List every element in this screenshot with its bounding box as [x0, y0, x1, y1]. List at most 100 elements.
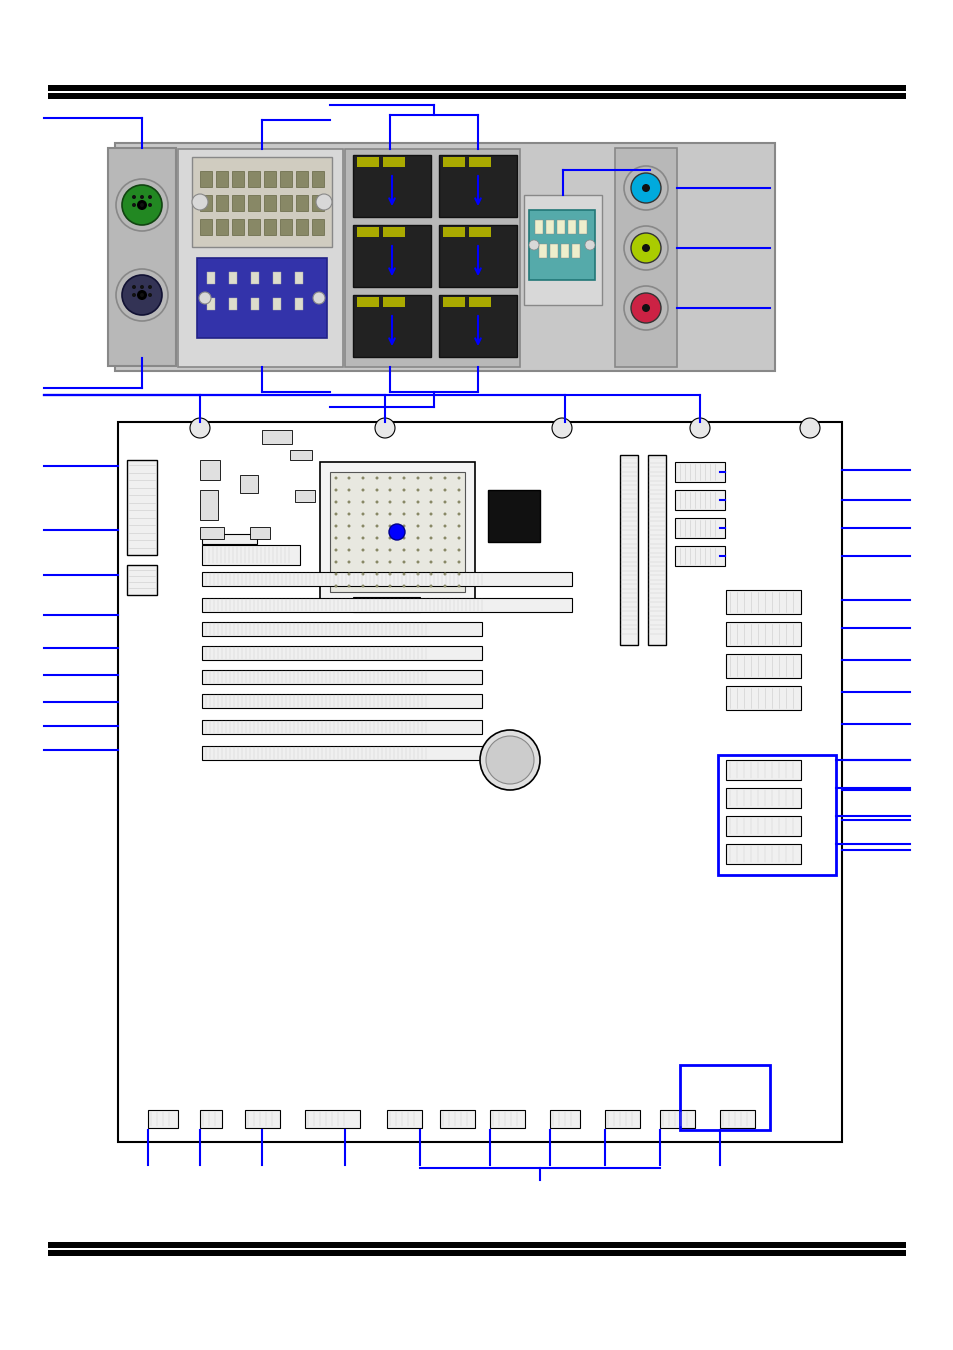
Circle shape: [389, 524, 405, 540]
Bar: [280, 194, 292, 211]
Circle shape: [457, 560, 460, 563]
Circle shape: [416, 585, 419, 587]
Bar: [353, 155, 431, 217]
Bar: [200, 194, 212, 211]
Circle shape: [479, 730, 539, 790]
Circle shape: [335, 525, 337, 528]
Bar: [48, 1250, 905, 1256]
Bar: [550, 1110, 579, 1129]
Circle shape: [457, 489, 460, 491]
Circle shape: [347, 560, 350, 563]
Bar: [202, 572, 572, 586]
Circle shape: [443, 477, 446, 479]
Bar: [725, 653, 801, 678]
Circle shape: [335, 585, 337, 587]
Circle shape: [140, 285, 144, 289]
Circle shape: [457, 477, 460, 479]
Circle shape: [132, 285, 136, 289]
Bar: [178, 148, 343, 367]
Bar: [251, 271, 258, 284]
Bar: [48, 93, 905, 99]
Bar: [295, 194, 308, 211]
Circle shape: [361, 477, 364, 479]
Circle shape: [402, 560, 405, 563]
Circle shape: [416, 501, 419, 504]
Bar: [545, 220, 554, 234]
Bar: [675, 462, 724, 482]
Bar: [200, 526, 224, 539]
Bar: [312, 194, 324, 211]
Bar: [251, 298, 258, 311]
Circle shape: [429, 525, 432, 528]
Circle shape: [313, 292, 325, 304]
Bar: [356, 297, 378, 306]
Circle shape: [429, 548, 432, 552]
Bar: [675, 518, 724, 539]
Bar: [725, 815, 801, 836]
Bar: [240, 475, 257, 493]
Bar: [295, 219, 308, 235]
Bar: [202, 545, 299, 566]
Bar: [108, 148, 175, 366]
Circle shape: [347, 548, 350, 552]
Bar: [578, 220, 586, 234]
Circle shape: [375, 572, 378, 575]
Bar: [469, 227, 491, 238]
Circle shape: [402, 489, 405, 491]
Circle shape: [375, 525, 378, 528]
Circle shape: [347, 572, 350, 575]
Bar: [675, 545, 724, 566]
Bar: [490, 1110, 524, 1129]
Circle shape: [148, 293, 152, 297]
Bar: [319, 462, 475, 602]
Bar: [264, 194, 275, 211]
Bar: [48, 1242, 905, 1247]
Circle shape: [375, 513, 378, 516]
Bar: [529, 211, 595, 279]
Circle shape: [402, 536, 405, 540]
Bar: [202, 598, 572, 612]
Circle shape: [347, 489, 350, 491]
Circle shape: [199, 292, 211, 304]
Bar: [294, 271, 303, 284]
Bar: [720, 1110, 754, 1129]
Circle shape: [375, 548, 378, 552]
Circle shape: [347, 477, 350, 479]
Circle shape: [347, 585, 350, 587]
Circle shape: [416, 560, 419, 563]
Bar: [387, 1110, 421, 1129]
Bar: [148, 1110, 178, 1129]
Bar: [356, 227, 378, 238]
Circle shape: [630, 173, 660, 202]
Circle shape: [429, 572, 432, 575]
Circle shape: [375, 560, 378, 563]
Bar: [48, 85, 905, 90]
Bar: [382, 227, 405, 238]
Circle shape: [375, 477, 378, 479]
Circle shape: [388, 513, 391, 516]
Bar: [202, 535, 256, 544]
Bar: [619, 455, 638, 645]
Circle shape: [443, 548, 446, 552]
Circle shape: [457, 572, 460, 575]
Circle shape: [375, 501, 378, 504]
Bar: [207, 271, 214, 284]
Circle shape: [623, 286, 667, 329]
Bar: [192, 157, 332, 247]
Circle shape: [641, 304, 649, 312]
Circle shape: [132, 202, 136, 207]
Circle shape: [443, 536, 446, 540]
Circle shape: [137, 200, 147, 211]
Circle shape: [361, 585, 364, 587]
Circle shape: [416, 572, 419, 575]
Circle shape: [375, 489, 378, 491]
Bar: [356, 157, 378, 167]
Circle shape: [641, 184, 649, 192]
Circle shape: [416, 477, 419, 479]
Bar: [439, 1110, 475, 1129]
Bar: [647, 455, 665, 645]
Bar: [118, 423, 841, 1142]
Bar: [248, 194, 260, 211]
Bar: [488, 490, 539, 541]
Circle shape: [443, 525, 446, 528]
